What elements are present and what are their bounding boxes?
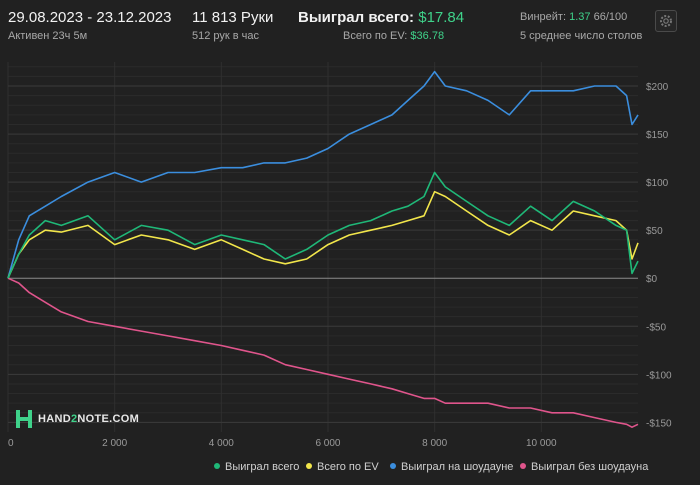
active-time: Активен 23ч 5м [8,30,88,42]
series-line-ev [7,190,639,279]
total-won: Выиграл всего: $17.84 [298,9,464,26]
total-won-value: $17.84 [418,9,465,26]
total-ev-label: Всего по EV: [343,30,408,42]
winrate-unit: 66/100 [593,11,628,23]
gear-icon [660,15,672,27]
legend-item-ev[interactable]: Всего по EV [306,461,379,473]
y-tick-label: $150 [646,130,669,141]
y-tick-label: -$150 [646,418,672,429]
x-tick-label: 6 000 [315,438,340,449]
winrate-value: 1.37 [569,11,591,23]
avg-tables: 5 среднее число столов [520,30,643,42]
y-tick-label: -$100 [646,370,672,381]
y-tick-label: $0 [646,274,658,285]
hand2note-logo-text: HAND2NOTE.COM [38,413,140,425]
legend-item-showdown[interactable]: Выиграл на шоудауне [390,461,513,473]
x-tick-label: 2 000 [102,438,127,449]
total-won-label: Выиграл всего: [298,9,415,26]
y-tick-label: $100 [646,178,669,189]
hand2note-logo-icon [16,410,32,428]
total-ev: Всего по EV: $36.78 [343,30,444,42]
settings-button[interactable] [655,10,677,32]
winrate: Винрейт: 1.37 66/100 [520,11,627,23]
stats-header: 29.08.2023 - 23.12.2023 Активен 23ч 5м 1… [0,0,700,52]
x-tick-label: 10 000 [526,438,557,449]
x-tick-label: 8 000 [422,438,447,449]
chart-legend: Выиграл всего Всего по EV Выиграл на шоу… [0,461,700,477]
x-tick-label: 4 000 [209,438,234,449]
x-tick-label: 0 [8,438,14,449]
y-tick-label: $200 [646,82,669,93]
date-range: 29.08.2023 - 23.12.2023 [8,9,172,26]
hands-per-hour: 512 рук в час [192,30,260,42]
series-line-nonshowdown [7,277,639,429]
hands-count: 11 813 Руки [192,9,274,26]
series-line-won [7,171,639,279]
legend-item-nonshowdown[interactable]: Выиграл без шоудауна [520,461,648,473]
series-line-showdown [7,70,639,279]
total-ev-value: $36.78 [410,30,445,42]
winrate-label: Винрейт: [520,11,567,23]
y-tick-label: $50 [646,226,663,237]
legend-item-won[interactable]: Выиграл всего [214,461,299,473]
y-tick-label: -$50 [646,322,666,333]
